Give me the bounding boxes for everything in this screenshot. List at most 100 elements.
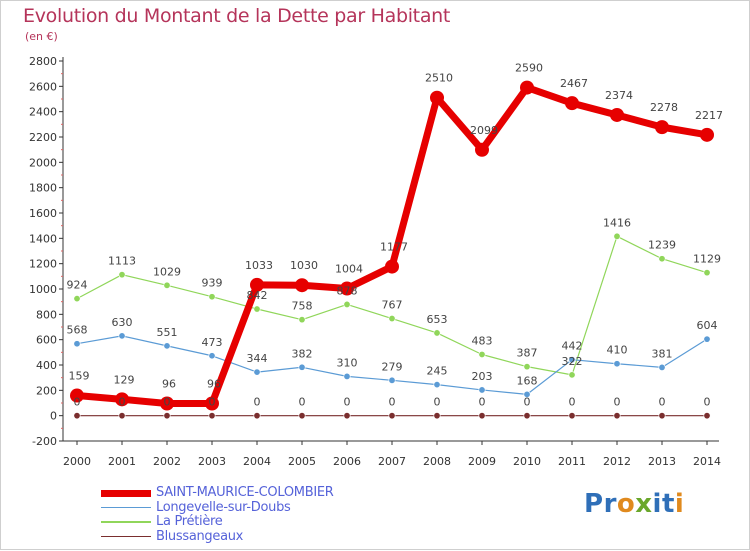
- data-label-saint-maurice-colombier: 2278: [650, 101, 678, 114]
- data-label-saint-maurice-colombier: 1030: [290, 259, 318, 272]
- data-point-la-pr-ti-re: [73, 295, 81, 303]
- data-point-la-pr-ti-re: [388, 315, 396, 323]
- legend-label-saint-maurice-colombier: SAINT-MAURICE-COLOMBIER: [156, 485, 334, 500]
- data-label-blussangeaux: 0: [614, 396, 621, 409]
- data-label-la-pr-ti-re: 483: [472, 334, 493, 347]
- data-label-saint-maurice-colombier: 2374: [605, 89, 633, 102]
- data-label-blussangeaux: 0: [704, 396, 711, 409]
- x-tick-label: 2001: [108, 455, 136, 468]
- data-label-blussangeaux: 0: [344, 396, 351, 409]
- data-label-la-pr-ti-re: 758: [292, 300, 313, 313]
- data-point-longevelle-sur-doubs: [568, 356, 576, 364]
- data-point-saint-maurice-colombier: [250, 277, 264, 292]
- chart-subtitle: (en €): [25, 30, 58, 43]
- data-label-longevelle-sur-doubs: 382: [292, 347, 313, 360]
- data-point-la-pr-ti-re: [523, 363, 531, 371]
- data-point-blussangeaux: [163, 412, 171, 420]
- data-point-blussangeaux: [523, 412, 531, 420]
- data-label-saint-maurice-colombier: 1177: [380, 241, 408, 254]
- data-label-la-pr-ti-re: 1416: [603, 216, 631, 229]
- data-point-blussangeaux: [298, 412, 306, 420]
- legend-label-longevelle-sur-doubs: Longevelle-sur-Doubs: [156, 499, 291, 515]
- data-point-la-pr-ti-re: [703, 269, 711, 277]
- data-label-blussangeaux: 0: [209, 396, 216, 409]
- data-point-saint-maurice-colombier: [700, 127, 714, 142]
- data-label-la-pr-ti-re: 387: [517, 347, 538, 360]
- x-tick-label: 2014: [693, 455, 721, 468]
- data-point-blussangeaux: [568, 412, 576, 420]
- data-label-blussangeaux: 0: [389, 396, 396, 409]
- legend-swatch-la-pr-ti-re: [101, 521, 151, 523]
- data-point-longevelle-sur-doubs: [73, 340, 81, 348]
- data-label-la-pr-ti-re: 1239: [648, 239, 676, 252]
- x-tick-label: 2011: [558, 455, 586, 468]
- data-point-longevelle-sur-doubs: [298, 363, 306, 371]
- y-tick-label: 800: [36, 308, 57, 321]
- data-label-longevelle-sur-doubs: 568: [67, 324, 88, 337]
- data-label-longevelle-sur-doubs: 551: [157, 326, 178, 339]
- y-tick-label: 1200: [29, 258, 57, 271]
- data-label-saint-maurice-colombier: 96: [207, 378, 221, 391]
- y-tick-label: 1000: [29, 283, 57, 296]
- data-point-longevelle-sur-doubs: [703, 335, 711, 343]
- data-point-la-pr-ti-re: [343, 300, 351, 308]
- data-point-blussangeaux: [253, 412, 261, 420]
- data-label-la-pr-ti-re: 653: [427, 313, 448, 326]
- y-tick-label: 0: [50, 410, 57, 423]
- data-label-saint-maurice-colombier: 159: [69, 370, 90, 383]
- data-point-saint-maurice-colombier: [565, 96, 579, 111]
- data-point-longevelle-sur-doubs: [388, 376, 396, 384]
- data-label-la-pr-ti-re: 924: [67, 279, 88, 292]
- x-tick-label: 2005: [288, 455, 316, 468]
- data-point-la-pr-ti-re: [208, 293, 216, 301]
- data-point-la-pr-ti-re: [478, 350, 486, 358]
- y-tick-label: 2000: [29, 156, 57, 169]
- y-tick-label: 400: [36, 359, 57, 372]
- y-tick-label: 2200: [29, 131, 57, 144]
- data-label-saint-maurice-colombier: 2467: [560, 77, 588, 90]
- data-label-longevelle-sur-doubs: 381: [652, 347, 673, 360]
- y-tick-label: 1800: [29, 182, 57, 195]
- data-label-la-pr-ti-re: 767: [382, 299, 403, 312]
- legend-label-la-pr-ti-re: La Prétière: [156, 514, 223, 529]
- data-label-longevelle-sur-doubs: 344: [247, 352, 268, 365]
- data-point-la-pr-ti-re: [298, 316, 306, 324]
- data-point-saint-maurice-colombier: [475, 142, 489, 157]
- data-label-saint-maurice-colombier: 129: [114, 373, 135, 386]
- y-tick-label: 600: [36, 334, 57, 347]
- data-label-longevelle-sur-doubs: 442: [562, 340, 583, 353]
- data-label-blussangeaux: 0: [119, 396, 126, 409]
- data-label-la-pr-ti-re: 1129: [693, 253, 721, 266]
- x-tick-label: 2000: [63, 455, 91, 468]
- data-label-longevelle-sur-doubs: 410: [607, 344, 628, 357]
- logo-letter: t: [661, 489, 675, 519]
- logo-letter: P: [584, 489, 604, 519]
- data-point-saint-maurice-colombier: [115, 392, 129, 407]
- data-label-la-pr-ti-re: 1113: [108, 255, 136, 268]
- logo-letter: o: [616, 489, 636, 519]
- data-label-blussangeaux: 0: [299, 396, 306, 409]
- data-label-la-pr-ti-re: 1029: [153, 265, 181, 278]
- data-label-blussangeaux: 0: [254, 396, 261, 409]
- data-point-blussangeaux: [343, 412, 351, 420]
- data-point-saint-maurice-colombier: [430, 90, 444, 105]
- data-label-blussangeaux: 0: [524, 396, 531, 409]
- data-point-la-pr-ti-re: [613, 232, 621, 240]
- data-label-blussangeaux: 0: [569, 396, 576, 409]
- data-label-longevelle-sur-doubs: 630: [112, 316, 133, 329]
- data-label-saint-maurice-colombier: 96: [162, 378, 176, 391]
- data-point-saint-maurice-colombier: [340, 281, 354, 296]
- data-label-longevelle-sur-doubs: 310: [337, 356, 358, 369]
- data-point-la-pr-ti-re: [163, 281, 171, 289]
- data-label-la-pr-ti-re: 939: [202, 277, 223, 290]
- x-tick-label: 2003: [198, 455, 226, 468]
- data-point-blussangeaux: [433, 412, 441, 420]
- data-point-blussangeaux: [73, 412, 81, 420]
- legend-swatch-saint-maurice-colombier: [101, 489, 151, 497]
- data-label-blussangeaux: 0: [434, 396, 441, 409]
- data-point-la-pr-ti-re: [433, 329, 441, 337]
- y-tick-label: -200: [32, 435, 57, 448]
- proxiti-logo: Proxiti: [584, 489, 684, 519]
- x-tick-label: 2006: [333, 455, 361, 468]
